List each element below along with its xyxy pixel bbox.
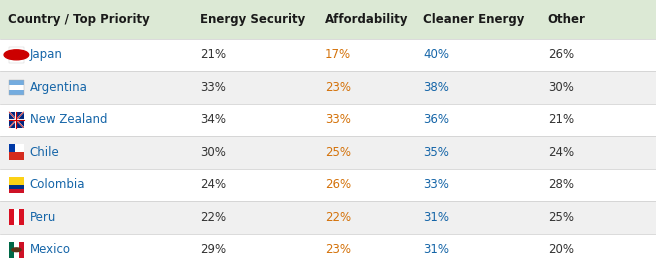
FancyBboxPatch shape	[0, 0, 656, 39]
Text: 35%: 35%	[423, 146, 449, 159]
Text: Other: Other	[548, 13, 586, 26]
Text: 33%: 33%	[325, 113, 350, 126]
Text: Japan: Japan	[30, 48, 62, 61]
FancyBboxPatch shape	[9, 189, 24, 193]
Circle shape	[4, 50, 29, 60]
Text: 28%: 28%	[548, 178, 574, 191]
FancyBboxPatch shape	[9, 85, 24, 90]
FancyBboxPatch shape	[9, 80, 24, 85]
Circle shape	[12, 248, 21, 252]
Text: 24%: 24%	[200, 178, 226, 191]
Text: Chile: Chile	[30, 146, 59, 159]
FancyBboxPatch shape	[0, 71, 656, 103]
Text: Mexico: Mexico	[30, 243, 71, 256]
FancyBboxPatch shape	[9, 90, 24, 95]
FancyBboxPatch shape	[0, 169, 656, 201]
Text: 31%: 31%	[423, 211, 449, 224]
Text: Argentina: Argentina	[30, 81, 87, 94]
FancyBboxPatch shape	[19, 209, 24, 225]
FancyBboxPatch shape	[0, 103, 656, 136]
Text: Cleaner Energy: Cleaner Energy	[423, 13, 525, 26]
FancyBboxPatch shape	[0, 234, 656, 266]
FancyBboxPatch shape	[9, 47, 24, 63]
FancyBboxPatch shape	[9, 112, 24, 128]
Text: 23%: 23%	[325, 81, 351, 94]
Text: 20%: 20%	[548, 243, 574, 256]
Text: 34%: 34%	[200, 113, 226, 126]
FancyBboxPatch shape	[0, 136, 656, 169]
Text: 24%: 24%	[548, 146, 574, 159]
Text: New Zealand: New Zealand	[30, 113, 107, 126]
Text: 23%: 23%	[325, 243, 351, 256]
FancyBboxPatch shape	[14, 209, 19, 225]
Text: 22%: 22%	[200, 211, 226, 224]
Text: 25%: 25%	[548, 211, 574, 224]
FancyBboxPatch shape	[14, 242, 19, 257]
Text: 33%: 33%	[423, 178, 449, 191]
FancyBboxPatch shape	[9, 209, 14, 225]
FancyBboxPatch shape	[0, 201, 656, 234]
Text: Colombia: Colombia	[30, 178, 85, 191]
Text: 26%: 26%	[325, 178, 351, 191]
Text: 38%: 38%	[423, 81, 449, 94]
Text: 36%: 36%	[423, 113, 449, 126]
Text: 21%: 21%	[548, 113, 574, 126]
Text: 30%: 30%	[548, 81, 573, 94]
Text: 26%: 26%	[548, 48, 574, 61]
Text: 33%: 33%	[200, 81, 226, 94]
Text: Energy Security: Energy Security	[200, 13, 305, 26]
FancyBboxPatch shape	[9, 144, 24, 152]
FancyBboxPatch shape	[9, 177, 24, 185]
Text: 31%: 31%	[423, 243, 449, 256]
FancyBboxPatch shape	[19, 242, 24, 257]
Text: 17%: 17%	[325, 48, 351, 61]
Text: 25%: 25%	[325, 146, 351, 159]
Text: Country / Top Priority: Country / Top Priority	[8, 13, 150, 26]
Text: 40%: 40%	[423, 48, 449, 61]
FancyBboxPatch shape	[0, 39, 656, 71]
FancyBboxPatch shape	[9, 152, 24, 160]
FancyBboxPatch shape	[9, 144, 15, 152]
Text: 30%: 30%	[200, 146, 226, 159]
Text: 22%: 22%	[325, 211, 351, 224]
Text: Peru: Peru	[30, 211, 56, 224]
FancyBboxPatch shape	[9, 185, 24, 189]
FancyBboxPatch shape	[9, 242, 14, 257]
Text: 21%: 21%	[200, 48, 226, 61]
Text: Affordability: Affordability	[325, 13, 408, 26]
Text: 29%: 29%	[200, 243, 226, 256]
